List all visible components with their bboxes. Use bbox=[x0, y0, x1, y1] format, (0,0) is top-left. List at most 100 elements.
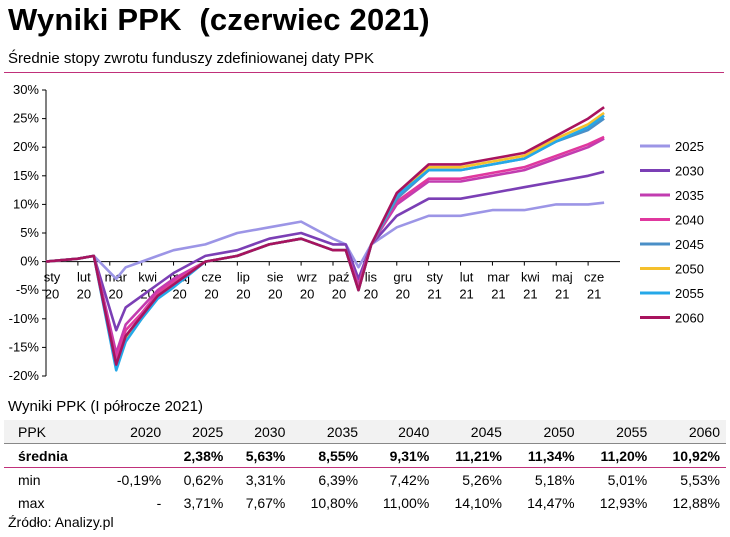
x-tick-label-year: 21 bbox=[555, 287, 569, 302]
table-cell: 8,55% bbox=[318, 447, 359, 464]
table-cell: 3,71% bbox=[183, 494, 224, 511]
table-cell: 0,62% bbox=[183, 471, 224, 488]
y-tick-label: 5% bbox=[20, 225, 39, 240]
table-cell: 11,21% bbox=[455, 447, 502, 464]
x-tick-label-month: wrz bbox=[296, 270, 317, 285]
table-cell: 11,34% bbox=[527, 447, 575, 464]
x-tick-label-year: 20 bbox=[45, 287, 59, 302]
x-tick-label-month: cze bbox=[201, 270, 221, 285]
series-line-2025 bbox=[45, 201, 605, 281]
table-cell: 5,53% bbox=[680, 471, 720, 488]
x-tick-label-month: mar bbox=[487, 270, 510, 285]
table-header-cell: 2060 bbox=[653, 420, 726, 444]
table-header-cell: 2040 bbox=[364, 420, 436, 444]
series-line-2060 bbox=[45, 106, 605, 366]
x-tick-label-year: 21 bbox=[523, 287, 537, 302]
table-cell: -0,19% bbox=[116, 471, 162, 488]
table-cell: 14,10% bbox=[454, 494, 502, 511]
table-cell: 3,31% bbox=[245, 471, 286, 488]
table-row: max - 3,71% 7,67% 10,80% 11,00% 14,10% 14,47% 12… bbox=[4, 491, 726, 514]
legend-label-2025: 2025 bbox=[675, 139, 704, 154]
table-row-label: średnia bbox=[18, 447, 68, 464]
table-row: min -0,19% 0,62% 3,31% 6,39% 7,42% 5,26% 5,18% 5… bbox=[4, 468, 726, 492]
table-cell: 9,31% bbox=[389, 447, 430, 464]
table-cell: 14,47% bbox=[527, 494, 575, 511]
results-table: PPK 2020 2025 2030 2035 2040 2045 2050 2055 2060 ś… bbox=[4, 420, 726, 514]
x-tick-label-year: 20 bbox=[77, 287, 91, 302]
table-cell: 5,63% bbox=[245, 447, 286, 464]
y-tick-label: -10% bbox=[9, 311, 40, 326]
y-tick-label: 15% bbox=[13, 168, 39, 183]
table-cell bbox=[99, 444, 167, 468]
chart-subtitle: Średnie stopy zwrotu funduszy zdefiniowa… bbox=[8, 50, 375, 67]
table-header-cell: 2020 bbox=[98, 420, 168, 444]
y-tick-label: 10% bbox=[13, 196, 39, 211]
table-cell: 5,01% bbox=[607, 471, 648, 488]
y-tick-label: -20% bbox=[9, 368, 40, 383]
x-tick-label-year: 20 bbox=[204, 287, 218, 302]
y-tick-label: -15% bbox=[9, 339, 40, 354]
table-cell: 12,88% bbox=[672, 494, 720, 511]
table-header-cell: 2055 bbox=[580, 420, 654, 444]
table-cell: 10,92% bbox=[672, 447, 720, 464]
y-tick-label: 30% bbox=[13, 82, 39, 97]
x-tick-label-year: 20 bbox=[396, 287, 410, 302]
table-cell: 5,26% bbox=[462, 471, 502, 488]
table-cell: 5,18% bbox=[534, 471, 575, 488]
x-tick-label-year: 20 bbox=[332, 287, 346, 302]
x-tick-label-month: lut bbox=[460, 270, 474, 285]
table-header-cell: 2030 bbox=[229, 420, 292, 444]
x-tick-label-month: kwi bbox=[521, 270, 540, 285]
legend-label-2060: 2060 bbox=[675, 311, 704, 326]
x-tick-label-month: paź bbox=[329, 270, 350, 285]
table-row: średnia 2,38% 5,63% 8,55% 9,31% 11,21% 11,34% 1… bbox=[4, 444, 726, 468]
line-chart: 30% 25% 20% 15% 10% 5% 0% -5% -10% -15% -20% sty 20 l… bbox=[9, 82, 704, 383]
table-header-cell: PPK bbox=[4, 420, 99, 444]
x-tick-label-month: lis bbox=[365, 270, 378, 285]
x-tick-label-year: 20 bbox=[300, 287, 314, 302]
x-tick-label-month: cze bbox=[584, 270, 604, 285]
x-tick-label-year: 21 bbox=[427, 287, 441, 302]
x-tick-label-year: 20 bbox=[268, 287, 282, 302]
legend-label-2040: 2040 bbox=[675, 213, 704, 228]
table-cell: 6,39% bbox=[318, 471, 359, 488]
x-tick-label-year: 21 bbox=[459, 287, 473, 302]
y-tick-label: 25% bbox=[13, 111, 39, 126]
x-tick-label-year: 20 bbox=[364, 287, 378, 302]
legend-label-2055: 2055 bbox=[675, 286, 704, 301]
y-tick-label: 20% bbox=[13, 139, 39, 154]
table-cell: 7,67% bbox=[245, 494, 286, 511]
x-tick-label-month: lip bbox=[237, 270, 250, 285]
y-tick-label: -5% bbox=[16, 282, 40, 297]
legend-label-2030: 2030 bbox=[675, 164, 704, 179]
x-tick-label-year: 20 bbox=[236, 287, 250, 302]
x-tick-label-month: sty bbox=[426, 270, 443, 285]
legend-label-2035: 2035 bbox=[675, 188, 704, 203]
table-cell: 12,93% bbox=[599, 494, 648, 511]
table-cell: 11,00% bbox=[382, 494, 430, 511]
table-header-cell: 2035 bbox=[291, 420, 365, 444]
x-tick-label-month: gru bbox=[393, 270, 412, 285]
source-note: Źródło: Analizy.pl bbox=[8, 514, 114, 530]
x-tick-label-month: lut bbox=[77, 270, 91, 285]
x-tick-label-month: kwi bbox=[138, 270, 157, 285]
legend-label-2050: 2050 bbox=[675, 262, 704, 277]
x-tick-label-year: 20 bbox=[109, 287, 123, 302]
series-line-2030 bbox=[45, 170, 605, 332]
series-line-2035 bbox=[45, 137, 605, 355]
y-tick-label: 0% bbox=[20, 254, 39, 269]
legend-label-2045: 2045 bbox=[675, 237, 704, 252]
page-title: Wyniki PPK (czerwiec 2021) bbox=[8, 2, 430, 37]
table-row-label: min bbox=[18, 471, 41, 488]
table-header-cell: 2050 bbox=[507, 420, 581, 444]
table-cell: - bbox=[156, 494, 162, 511]
table-header-row: PPK 2020 2025 2030 2035 2040 2045 2050 2055 2060 bbox=[4, 420, 726, 444]
x-tick-label-year: 20 bbox=[172, 287, 186, 302]
x-tick-label-year: 21 bbox=[587, 287, 601, 302]
table-cell: 10,80% bbox=[310, 494, 359, 511]
table-header-cell: 2045 bbox=[435, 420, 508, 444]
table-header-cell: 2025 bbox=[167, 420, 230, 444]
table-cell: 7,42% bbox=[389, 471, 430, 488]
table-row-label: max bbox=[18, 494, 45, 511]
x-tick-label-month: sie bbox=[267, 270, 284, 285]
